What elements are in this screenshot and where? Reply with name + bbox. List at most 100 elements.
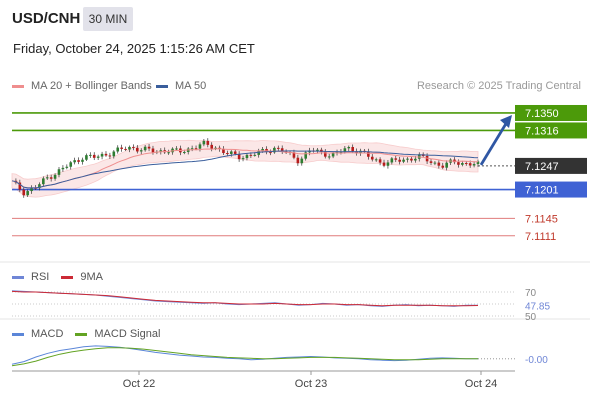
candle-body bbox=[261, 148, 264, 151]
level-label-3: 7.1145 bbox=[525, 213, 558, 225]
candle-body bbox=[343, 148, 347, 152]
timeframe-button[interactable]: 30 MIN bbox=[83, 7, 133, 31]
candle-body bbox=[414, 158, 417, 161]
candle-body bbox=[378, 159, 382, 163]
candle-body bbox=[57, 169, 61, 175]
datetime-label: Friday, October 24, 2025 1:15:26 AM CET bbox=[13, 41, 255, 56]
candle-body bbox=[136, 147, 139, 152]
credit-label: Research © 2025 Trading Central bbox=[416, 80, 581, 92]
macd-line bbox=[11, 345, 478, 365]
candle-body bbox=[374, 159, 378, 161]
candle-body bbox=[445, 162, 448, 168]
level-label-0: 7.1350 bbox=[525, 108, 559, 120]
rsi-ma-line bbox=[11, 290, 479, 307]
pair-title: USD/CNH bbox=[12, 10, 81, 27]
candle-body bbox=[194, 148, 198, 150]
candle-body bbox=[437, 162, 441, 166]
candle-body bbox=[85, 155, 88, 160]
level-label-1: 7.1316 bbox=[525, 125, 559, 137]
candle-body bbox=[304, 152, 307, 159]
candle-body bbox=[198, 144, 202, 149]
candle-body bbox=[49, 177, 53, 179]
rsi-label-30: 50 bbox=[525, 312, 537, 323]
candle-body bbox=[472, 164, 476, 166]
current-price-tag bbox=[515, 157, 587, 174]
candle-body bbox=[237, 153, 241, 160]
bollinger-band bbox=[11, 139, 479, 198]
candle-body bbox=[351, 147, 354, 152]
candle-body bbox=[441, 165, 445, 168]
candle-body bbox=[386, 162, 390, 166]
level-tag-1 bbox=[515, 122, 587, 139]
candle-body bbox=[190, 148, 194, 150]
legend-macd-swatch bbox=[12, 332, 24, 336]
candle-body bbox=[92, 154, 96, 158]
candle-body bbox=[253, 154, 257, 156]
candle-body bbox=[370, 156, 374, 160]
candle-body bbox=[159, 150, 163, 152]
candle-body bbox=[96, 156, 100, 158]
candle-body bbox=[461, 163, 464, 165]
level-tag-0 bbox=[515, 104, 587, 121]
target-arrow-shaft bbox=[479, 121, 509, 166]
candle-body bbox=[139, 150, 143, 152]
legend-rsi: RSI 9MA bbox=[12, 271, 103, 283]
candle-body bbox=[30, 187, 33, 192]
legend-ma50-label: MA 50 bbox=[175, 80, 207, 92]
legend-rsi-ma-label: 9MA bbox=[80, 271, 103, 283]
candle-body bbox=[69, 162, 73, 167]
legend-rsi-ma-swatch bbox=[61, 275, 74, 279]
candle-body bbox=[112, 151, 116, 157]
candle-body bbox=[245, 154, 249, 159]
candle-body bbox=[429, 161, 433, 163]
candle-body bbox=[464, 163, 468, 165]
candle-body bbox=[61, 167, 65, 170]
candle-body bbox=[327, 156, 331, 158]
legend-bollinger-swatch bbox=[12, 84, 24, 88]
candle-body bbox=[38, 184, 41, 189]
candle-body bbox=[104, 153, 108, 156]
candle-body bbox=[73, 160, 76, 163]
candle-body bbox=[65, 166, 69, 168]
candle-body bbox=[382, 162, 386, 166]
candle-body bbox=[339, 151, 343, 153]
candle-body bbox=[292, 152, 296, 158]
candle-body bbox=[476, 161, 480, 165]
candle-body bbox=[22, 189, 26, 196]
candle-body bbox=[276, 147, 280, 149]
candle-body bbox=[241, 158, 245, 160]
candle-body bbox=[410, 158, 413, 161]
candle-body bbox=[210, 144, 214, 149]
legend-macd-signal-label: MACD Signal bbox=[94, 328, 161, 340]
candle-body bbox=[269, 152, 272, 154]
candle-body bbox=[323, 151, 327, 157]
level-tag-2 bbox=[515, 181, 587, 198]
candle-body bbox=[226, 153, 229, 155]
candle-body bbox=[18, 182, 22, 190]
candle-body bbox=[132, 146, 135, 148]
candle-body bbox=[26, 191, 29, 196]
candle-body bbox=[394, 158, 398, 160]
candle-body bbox=[108, 155, 112, 157]
candle-body bbox=[45, 177, 49, 179]
candle-body bbox=[222, 148, 225, 154]
candle-body bbox=[296, 157, 300, 164]
candle-body bbox=[229, 151, 233, 154]
candle-body bbox=[143, 146, 147, 151]
candle-body bbox=[167, 152, 170, 154]
legend-ma50-swatch bbox=[156, 84, 168, 88]
level-label-2: 7.1201 bbox=[525, 185, 559, 197]
candle-body bbox=[89, 154, 92, 156]
rsi-label-70: 70 bbox=[525, 288, 537, 299]
candle-body bbox=[151, 148, 155, 153]
candle-body bbox=[367, 151, 370, 157]
candle-body bbox=[124, 148, 127, 150]
candle-body bbox=[100, 153, 104, 157]
target-arrow-head bbox=[500, 114, 512, 128]
macd-signal-line bbox=[11, 347, 478, 367]
x-tick-label-2: Oct 24 bbox=[465, 378, 497, 390]
candle-body bbox=[433, 162, 437, 164]
legend-rsi-label: RSI bbox=[31, 271, 50, 283]
candle-body bbox=[214, 147, 217, 149]
